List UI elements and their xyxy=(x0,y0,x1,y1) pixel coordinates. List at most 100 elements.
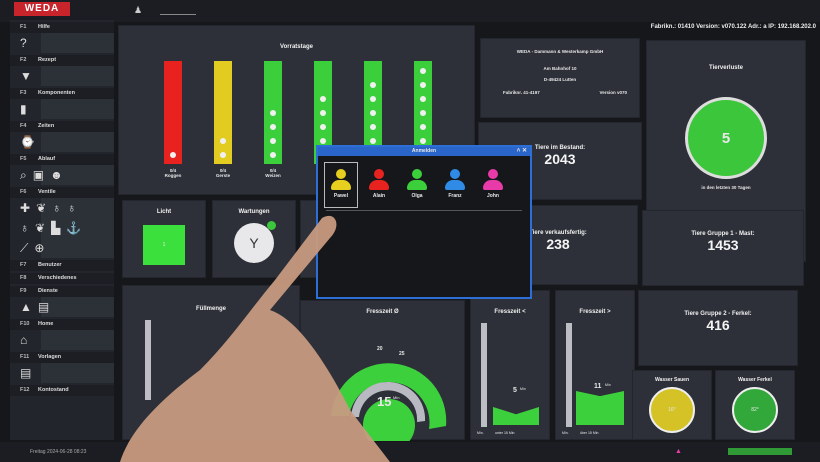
document-icon[interactable]: ▤ xyxy=(20,366,32,380)
gruppe2-value: 416 xyxy=(706,317,730,333)
wasser-sauen-panel: Wasser Sauen 16° xyxy=(632,370,712,440)
bar-fraction: 0/4 xyxy=(169,168,177,173)
level-dot xyxy=(420,96,426,102)
bar-name: Roggen xyxy=(164,173,182,178)
user-pawel[interactable]: Pawel xyxy=(324,162,358,208)
pig-icon[interactable]: ❦ xyxy=(35,221,46,235)
fresszeit-gt-panel: Fresszeit > 11 Min Min. über 15 Min xyxy=(555,290,635,440)
bar-name: Gerste xyxy=(215,173,231,178)
wrench-icon[interactable]: Y xyxy=(234,221,276,263)
top-bar xyxy=(0,0,820,22)
search-icon[interactable]: ⌕ xyxy=(20,167,27,182)
fresszeit-gt-fill xyxy=(576,391,624,425)
user-franz[interactable]: Franz xyxy=(438,162,472,208)
sidebar-item-vorlagen[interactable]: F11 Vorlagen xyxy=(10,352,114,363)
company-street: Am Bahnhof 10 xyxy=(543,66,577,71)
bell-icon[interactable]: ▲ xyxy=(20,300,32,314)
sidebar-icon-row: ⌂ xyxy=(10,330,114,350)
fuellmenge-gauge xyxy=(145,320,151,400)
licht-toggle[interactable]: 1 xyxy=(143,225,185,265)
document-icon[interactable]: ▤ xyxy=(37,300,50,314)
sidebar-item-hilfe[interactable]: F1 Hilfe xyxy=(10,22,114,33)
level-dot xyxy=(370,110,376,116)
graph-icon[interactable]: ⟋ xyxy=(20,240,29,255)
chart-icon[interactable]: ▙ xyxy=(51,221,61,235)
sidebar-item-dienste[interactable]: F9 Dienste xyxy=(10,286,114,297)
wartungen-panel[interactable]: Wartungen Y xyxy=(212,200,296,278)
hand-overlay xyxy=(120,215,390,462)
wasser-ferkel-panel: Wasser Ferkel 82° xyxy=(715,370,795,440)
level-dot xyxy=(370,124,376,130)
wasser-ferkel-value: 82° xyxy=(732,387,778,433)
sidebar-icon-row: ? xyxy=(10,33,114,53)
user-name: Olga xyxy=(411,193,423,199)
level-dot xyxy=(320,124,326,130)
sidebar-item-home[interactable]: F10 Home xyxy=(10,319,114,330)
version: Version v070 xyxy=(599,90,627,95)
home-icon[interactable]: ⌂ xyxy=(20,333,28,347)
bulb-icon[interactable]: ♁ xyxy=(52,201,62,215)
pig-icon[interactable]: ❦ xyxy=(36,201,47,215)
clock-icon[interactable]: ⌚ xyxy=(20,135,35,149)
bulb-icon[interactable]: ♁ xyxy=(20,221,29,235)
sidebar: F1 Hilfe? F2 Rezept ▼ F3 Komponenten ▮ F4 Zeiten ⌚… xyxy=(10,20,114,440)
sidebar-item-verschiedenes[interactable]: F8 Verschiedenes xyxy=(10,273,114,284)
warning-icon[interactable]: ▲ xyxy=(675,448,682,455)
sidebar-item-zeiten[interactable]: F4 Zeiten xyxy=(10,121,114,132)
user-icon xyxy=(374,169,384,179)
user-icon[interactable]: ♟ xyxy=(134,5,143,15)
fresszeit-lt-title: Fresszeit < xyxy=(494,309,526,315)
help-icon[interactable]: ? xyxy=(20,36,27,50)
level-dot xyxy=(220,138,226,144)
fresszeit-lt-fill xyxy=(493,407,539,425)
level-dot xyxy=(420,124,426,130)
level-dot xyxy=(270,124,276,130)
function-key: F12 xyxy=(20,387,30,393)
level-dot xyxy=(420,68,426,74)
scale xyxy=(566,323,572,427)
login-dialog: Anmelden ˄ ✕ Pawel Alain Olga Franz John xyxy=(316,145,532,299)
vorrat-bar xyxy=(214,61,232,164)
wartungen-title: Wartungen xyxy=(238,209,270,215)
level-dot xyxy=(170,152,176,158)
bulb-icon[interactable]: ♁ xyxy=(67,201,77,215)
bar-name: Weizen xyxy=(265,173,281,178)
sidebar-item-kontostand[interactable]: F12 Kontostand xyxy=(10,385,114,396)
function-key: F9 xyxy=(20,288,27,294)
sidebar-item-label: Ventile xyxy=(38,189,56,195)
level-dot xyxy=(370,82,376,88)
level-dot xyxy=(270,138,276,144)
sidebar-icon-row: ▮ xyxy=(10,99,114,119)
sidebar-item-komponenten[interactable]: F3 Komponenten xyxy=(10,88,114,99)
anchor-icon[interactable]: ⚓ xyxy=(66,221,82,235)
user-olga[interactable]: Olga xyxy=(400,162,434,208)
sidebar-item-ventile[interactable]: F6 Ventile xyxy=(10,187,114,198)
sidebar-item-benutzer[interactable]: F7 Benutzer xyxy=(10,260,114,271)
user-alain[interactable]: Alain xyxy=(362,162,396,208)
vorrat-bar xyxy=(364,61,382,164)
recipe-icon[interactable]: ▼ xyxy=(20,69,32,83)
sidebar-icon-row: ⌕ ▣ ☻ xyxy=(10,165,114,185)
gruppe1-panel: Tiere Gruppe 1 - Mast: 1453 xyxy=(642,210,804,286)
sidebar-item-rezept[interactable]: F2 Rezept xyxy=(10,55,114,66)
company-city: D-49424 Lutten xyxy=(543,77,577,82)
workers-icon[interactable]: ☻ xyxy=(50,168,63,182)
user-icon xyxy=(412,169,422,179)
user-john[interactable]: John xyxy=(476,162,510,208)
monitor-icon[interactable]: ▣ xyxy=(32,168,45,182)
fresszeit-gauge xyxy=(331,363,447,441)
close-icon[interactable]: ˄ ✕ xyxy=(516,148,527,154)
sidebar-item-ablauf[interactable]: F5 Ablauf xyxy=(10,154,114,165)
licht-panel[interactable]: Licht 1 xyxy=(122,200,206,278)
company-name: WEDA - Dammann & Westerkamp GmbH xyxy=(516,49,604,54)
sidebar-item-label: Verschiedenes xyxy=(38,275,77,281)
silo-icon[interactable]: ▮ xyxy=(20,102,27,116)
level-dot xyxy=(370,138,376,144)
bar-label: 0/4 Gerste xyxy=(208,168,238,178)
crosshair-icon[interactable]: ⊕ xyxy=(34,241,45,255)
user-icon-body xyxy=(369,180,389,190)
sidebar-item-label: Benutzer xyxy=(38,262,62,268)
min-label: Min. xyxy=(477,431,484,435)
valve-icon[interactable]: ✚ xyxy=(20,201,31,215)
vorratstage-title: Vorratstage xyxy=(280,44,313,50)
